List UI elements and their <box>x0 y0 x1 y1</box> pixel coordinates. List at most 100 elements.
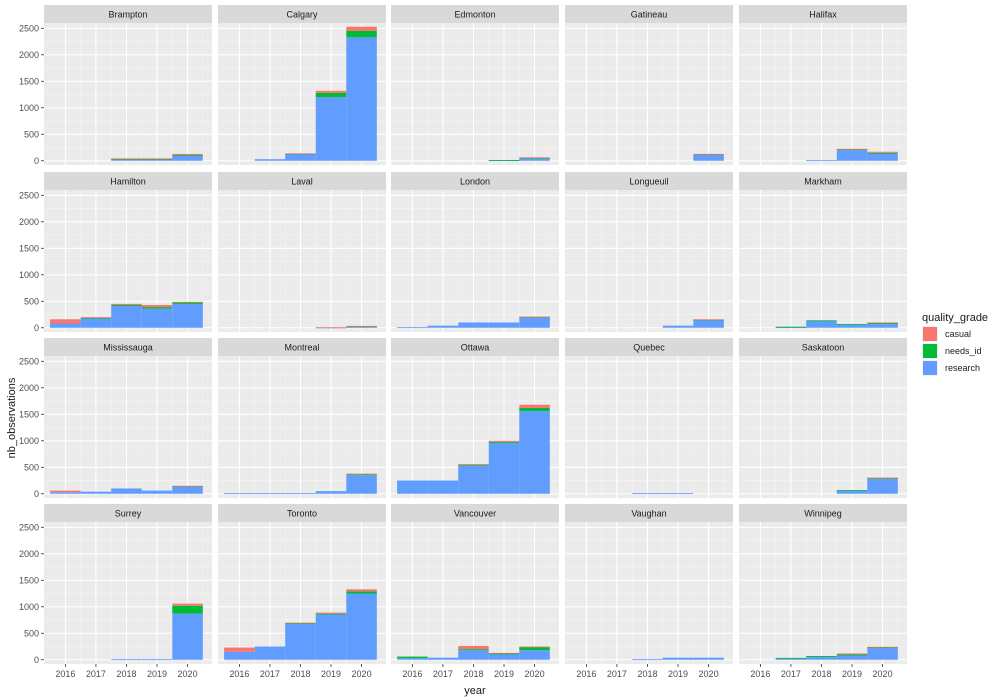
bar-edmonton-2020-needs_id <box>519 157 550 159</box>
y-tick-label: 2000 <box>19 383 39 393</box>
bar-calgary-2017-research <box>254 159 286 161</box>
bar-hamilton-2016-research <box>50 323 81 328</box>
bar-markham-2019-research <box>836 324 868 328</box>
y-tick-label: 2000 <box>19 549 39 559</box>
bar-toronto-2020-research <box>346 593 377 660</box>
y-tick-label: 2500 <box>19 522 39 532</box>
bar-halifax-2019-research <box>836 150 868 161</box>
bar-toronto-2019-casual <box>315 612 347 614</box>
bar-winnipeg-2017-research <box>775 658 807 660</box>
bar-winnipeg-2017-needs_id <box>775 657 807 659</box>
bar-hamilton-2017-casual <box>80 317 112 318</box>
facet-strip-label: Longueuil <box>629 177 668 187</box>
bar-brampton-2020-needs_id <box>172 154 203 156</box>
x-tick-label: 2016 <box>576 669 596 679</box>
x-tick-label: 2018 <box>637 669 657 679</box>
bar-toronto-2019-research <box>315 614 347 660</box>
facet-panel-hamilton: Hamilton 0 500 1000 1500 2000 2500 <box>19 172 212 333</box>
facet-strip <box>565 172 733 190</box>
bar-longueuil-2019-research <box>662 325 694 328</box>
panel-background <box>565 190 733 332</box>
bar-vancouver-2016-needs_id <box>397 656 428 659</box>
facet-strip-label: Winnipeg <box>804 509 842 519</box>
facet-panel-laval: Laval <box>218 172 386 332</box>
bar-markham-2017-needs_id <box>775 326 807 328</box>
legend-label-casual: casual <box>945 329 971 339</box>
bar-longueuil-2020-casual <box>693 319 724 321</box>
panel-background <box>391 23 559 165</box>
bar-edmonton-2020-research <box>519 158 550 161</box>
bar-saskatoon-2020-research <box>867 478 898 494</box>
bar-toronto-2018-casual <box>285 622 316 624</box>
facet-strip-label: London <box>460 177 490 187</box>
x-tick-label: 2017 <box>607 669 627 679</box>
panel-background <box>565 23 733 165</box>
bar-montreal-2017-research <box>254 493 286 495</box>
bar-toronto-2018-research <box>285 623 316 660</box>
legend-swatch-needs_id <box>923 344 937 358</box>
facet-panel-london: London <box>391 172 559 332</box>
bar-ottawa-2019-needs_id <box>488 441 520 443</box>
y-axis-title: nb_observations <box>6 377 18 458</box>
bar-brampton-2018-needs_id <box>111 158 142 160</box>
facet-strip-label: Halifax <box>809 10 837 20</box>
bar-laval-2020-casual <box>346 325 377 327</box>
facet-strip-label: Surrey <box>115 509 142 519</box>
bar-saskatoon-2020-casual <box>867 477 898 479</box>
facet-strip <box>44 5 212 23</box>
bar-brampton-2019-casual <box>141 158 173 160</box>
x-tick-label: 2019 <box>494 669 514 679</box>
bar-calgary-2020-casual <box>346 26 377 31</box>
panel-background <box>739 190 907 332</box>
bar-calgary-2018-research <box>285 153 316 161</box>
bar-mississauga-2019-research <box>141 490 173 494</box>
y-tick-label: 500 <box>24 296 39 306</box>
y-tick-label: 1500 <box>19 76 39 86</box>
x-tick-label: 2016 <box>55 669 75 679</box>
legend-label-research: research <box>945 363 980 373</box>
bar-toronto-2020-needs_id <box>346 591 377 594</box>
panel-background <box>44 23 212 165</box>
facet-panel-markham: Markham <box>739 172 907 332</box>
bar-quebec-2019-research <box>662 493 694 495</box>
bar-hamilton-2018-needs_id <box>111 304 142 307</box>
bar-vancouver-2018-research <box>458 650 489 660</box>
facet-strip-label: Hamilton <box>110 177 146 187</box>
facet-strip <box>391 504 559 522</box>
facet-strip <box>739 504 907 522</box>
bar-markham-2020-casual <box>867 322 898 324</box>
bar-surrey-2018-research <box>111 659 142 661</box>
bar-montreal-2020-research <box>346 475 377 494</box>
bar-london-2020-casual <box>519 316 550 318</box>
facet-strip <box>391 5 559 23</box>
bar-london-2016-research <box>397 327 428 329</box>
bar-montreal-2018-research <box>285 493 316 495</box>
y-tick-label: 1000 <box>19 270 39 280</box>
bar-vancouver-2019-needs_id <box>488 653 520 655</box>
bar-hamilton-2017-research <box>80 318 112 328</box>
bar-hamilton-2018-casual <box>111 303 142 305</box>
bar-hamilton-2018-research <box>111 306 142 328</box>
bar-winnipeg-2019-needs_id <box>836 654 868 656</box>
x-tick-label: 2019 <box>842 669 862 679</box>
bar-mississauga-2017-research <box>80 491 112 494</box>
legend-label-needs_id: needs_id <box>945 346 982 356</box>
x-tick-label: 2020 <box>525 669 545 679</box>
bar-ottawa-2019-research <box>488 442 520 494</box>
facet-panel-halifax: Halifax <box>739 5 907 165</box>
x-tick-label: 2018 <box>811 669 831 679</box>
bar-vancouver-2019-casual <box>488 652 520 654</box>
panel-background <box>739 522 907 664</box>
bar-calgary-2018-casual <box>285 153 316 155</box>
panel-background <box>739 23 907 165</box>
facet-strip-label: Markham <box>804 177 842 187</box>
bar-brampton-2018-research <box>111 159 142 161</box>
bar-vancouver-2020-needs_id <box>519 647 550 651</box>
facet-strip-label: Quebec <box>633 343 665 353</box>
bar-winnipeg-2020-research <box>867 648 898 660</box>
bar-brampton-2019-research <box>141 159 173 161</box>
x-tick-label: 2019 <box>321 669 341 679</box>
bar-laval-2019-casual <box>315 327 347 329</box>
bar-london-2017-research <box>427 325 459 328</box>
